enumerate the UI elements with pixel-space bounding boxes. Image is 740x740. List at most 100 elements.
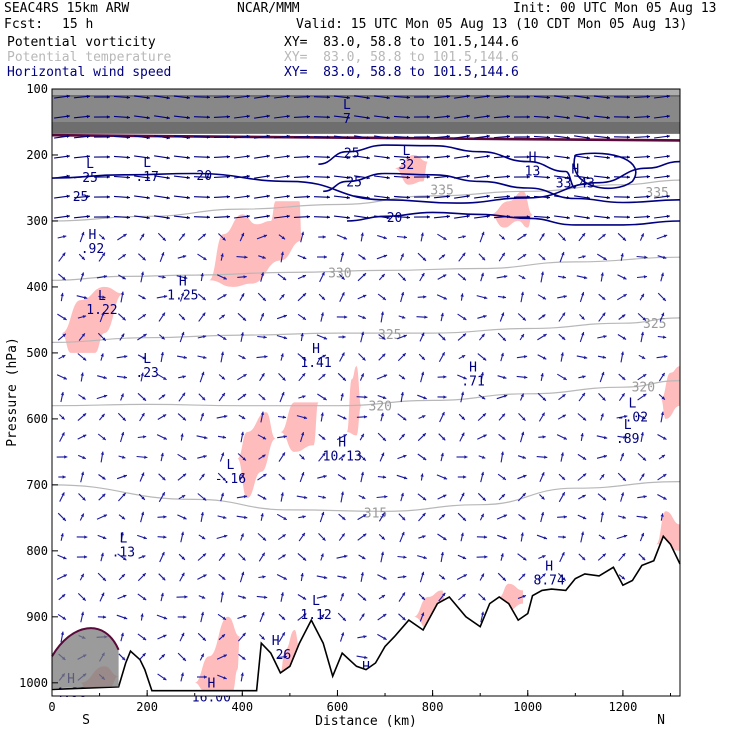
- wind-vector-head: [600, 511, 604, 516]
- wind-vector-head: [82, 497, 86, 501]
- wind-vector-head: [162, 677, 167, 681]
- wind-vector-head: [103, 375, 107, 380]
- wind-vector-head: [562, 394, 566, 398]
- pv-extremum-value: 8.74: [534, 574, 565, 589]
- wind-vector-head: [302, 274, 306, 278]
- wind-vector-head: [502, 337, 506, 341]
- wind-vector-head: [146, 196, 150, 200]
- wind-vector-head: [306, 115, 310, 119]
- wind-vector-head: [66, 154, 70, 158]
- wind-vector-head: [441, 254, 445, 258]
- wind-vector-head: [466, 94, 470, 98]
- wind-vector-head: [280, 353, 284, 357]
- wind-vector-head: [642, 457, 646, 461]
- wind-vector-head: [440, 452, 444, 457]
- wind-vector-head: [521, 275, 526, 279]
- wind-vector-head: [322, 235, 326, 239]
- wind-vector-head: [624, 414, 628, 419]
- wind-vector-head: [403, 575, 407, 579]
- wind-vector-head: [364, 655, 368, 659]
- wind-vector-head: [663, 496, 667, 500]
- field-xy-theta: XY= 83.0, 58.8 to 101.5,144.6: [284, 50, 519, 65]
- wind-vector-head: [302, 293, 306, 297]
- wind-vector-head: [62, 235, 67, 239]
- wind-vector-head: [102, 295, 106, 299]
- wind-vector-head: [223, 276, 227, 280]
- wind-vector-head: [323, 396, 327, 400]
- wind-vector-head: [166, 96, 170, 100]
- pv-extremum: H1.25: [167, 275, 198, 304]
- wind-vector-head: [283, 576, 287, 580]
- wind-vector-head: [342, 476, 346, 480]
- wind-vector-head: [422, 513, 426, 517]
- wind-vector-head: [664, 355, 668, 359]
- wind-vector-head: [220, 591, 225, 595]
- wind-vector-head: [546, 175, 550, 180]
- wind-vector-head: [383, 374, 388, 378]
- wind-vector-head: [243, 374, 247, 378]
- wind-vector-head: [402, 616, 406, 621]
- pv-extremum-value: .17: [135, 170, 158, 185]
- wind-vector-head: [382, 395, 387, 400]
- wind-vector-head: [422, 535, 426, 539]
- wind-vector-head: [586, 176, 590, 180]
- wind-vector-head: [546, 195, 550, 200]
- wind-vector-head: [480, 272, 484, 277]
- wind-vector-head: [540, 271, 545, 275]
- pv-extremum: H8.74: [534, 560, 565, 589]
- wind-vector-head: [242, 557, 246, 561]
- wind-vector-head: [566, 176, 570, 180]
- wind-vector-head: [262, 454, 266, 458]
- pv-extremum-value: .23: [135, 366, 158, 381]
- wind-vector-head: [504, 275, 508, 279]
- wind-vector-head: [261, 552, 265, 557]
- wind-vector-head: [82, 357, 87, 361]
- wind-vector-head: [546, 135, 550, 140]
- wind-vector-head: [463, 376, 467, 380]
- wind-vector-head: [123, 234, 127, 238]
- wind-vector-head: [186, 175, 190, 180]
- wind-vector-head: [400, 292, 405, 296]
- wind-vector-head: [426, 175, 430, 179]
- pv-extremum: L.89: [616, 418, 639, 447]
- wind-vector-head: [240, 672, 244, 676]
- wind-vector-head: [401, 434, 405, 438]
- wind-vector-head: [161, 552, 165, 556]
- wind-vector-head: [341, 352, 345, 356]
- wind-vector-head: [183, 615, 187, 619]
- wind-vector-head: [181, 572, 185, 577]
- pv-extremum: H10.13: [323, 436, 362, 465]
- wind-vector-head: [282, 377, 286, 381]
- wind-vector-head: [283, 314, 287, 318]
- field-name-wind: Horizontal wind speed: [7, 65, 172, 80]
- wind-vector-head: [620, 453, 624, 457]
- pv-extremum-type: H: [338, 436, 346, 451]
- wind-vector-head: [160, 352, 164, 356]
- wind-vector-head: [163, 436, 167, 440]
- wind-vector-head: [323, 575, 328, 580]
- y-tick-label: 900: [26, 610, 48, 624]
- wind-vector-head: [86, 114, 90, 119]
- wind-vector-head: [340, 593, 344, 597]
- wind-vector-head: [223, 534, 228, 538]
- wind-vector-head: [300, 573, 304, 577]
- wind-vector-head: [60, 292, 64, 297]
- wind-vector-head: [481, 256, 486, 261]
- wind-vector-head: [206, 175, 210, 179]
- wind-vector-head: [486, 194, 490, 198]
- wind-vector-head: [446, 214, 450, 219]
- wind-vector-head: [380, 412, 384, 417]
- wind-vector-head: [481, 455, 486, 459]
- wind-vector-head: [263, 234, 267, 238]
- wind-vector-head: [162, 414, 167, 418]
- wind-vector-head: [446, 154, 450, 159]
- field-name-pv: Potential vorticity: [7, 35, 156, 50]
- wind-vector-head: [86, 214, 90, 219]
- wind-vector-head: [601, 296, 606, 300]
- wind-vector-head: [526, 195, 530, 199]
- wind-vector-head: [102, 615, 107, 619]
- pv-extremum-type: L: [624, 418, 632, 433]
- wind-vector-head: [544, 455, 548, 459]
- wind-vector-head: [626, 175, 630, 179]
- wind-vector-head: [646, 195, 650, 199]
